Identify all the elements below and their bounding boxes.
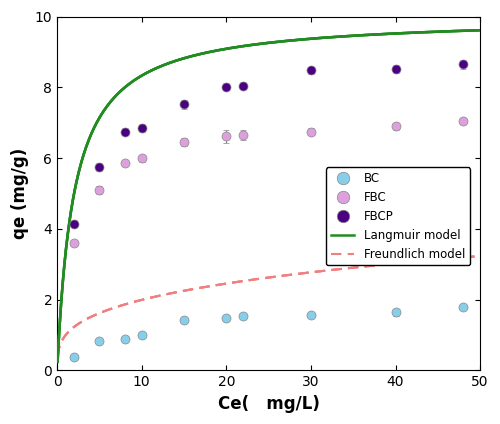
X-axis label: Ce(   mg/L): Ce( mg/L) [218,395,320,413]
Legend: BC, FBC, FBCP, Langmuir model, Freundlich model: BC, FBC, FBCP, Langmuir model, Freundlic… [326,167,470,265]
Y-axis label: qe (mg/g): qe (mg/g) [11,148,29,239]
